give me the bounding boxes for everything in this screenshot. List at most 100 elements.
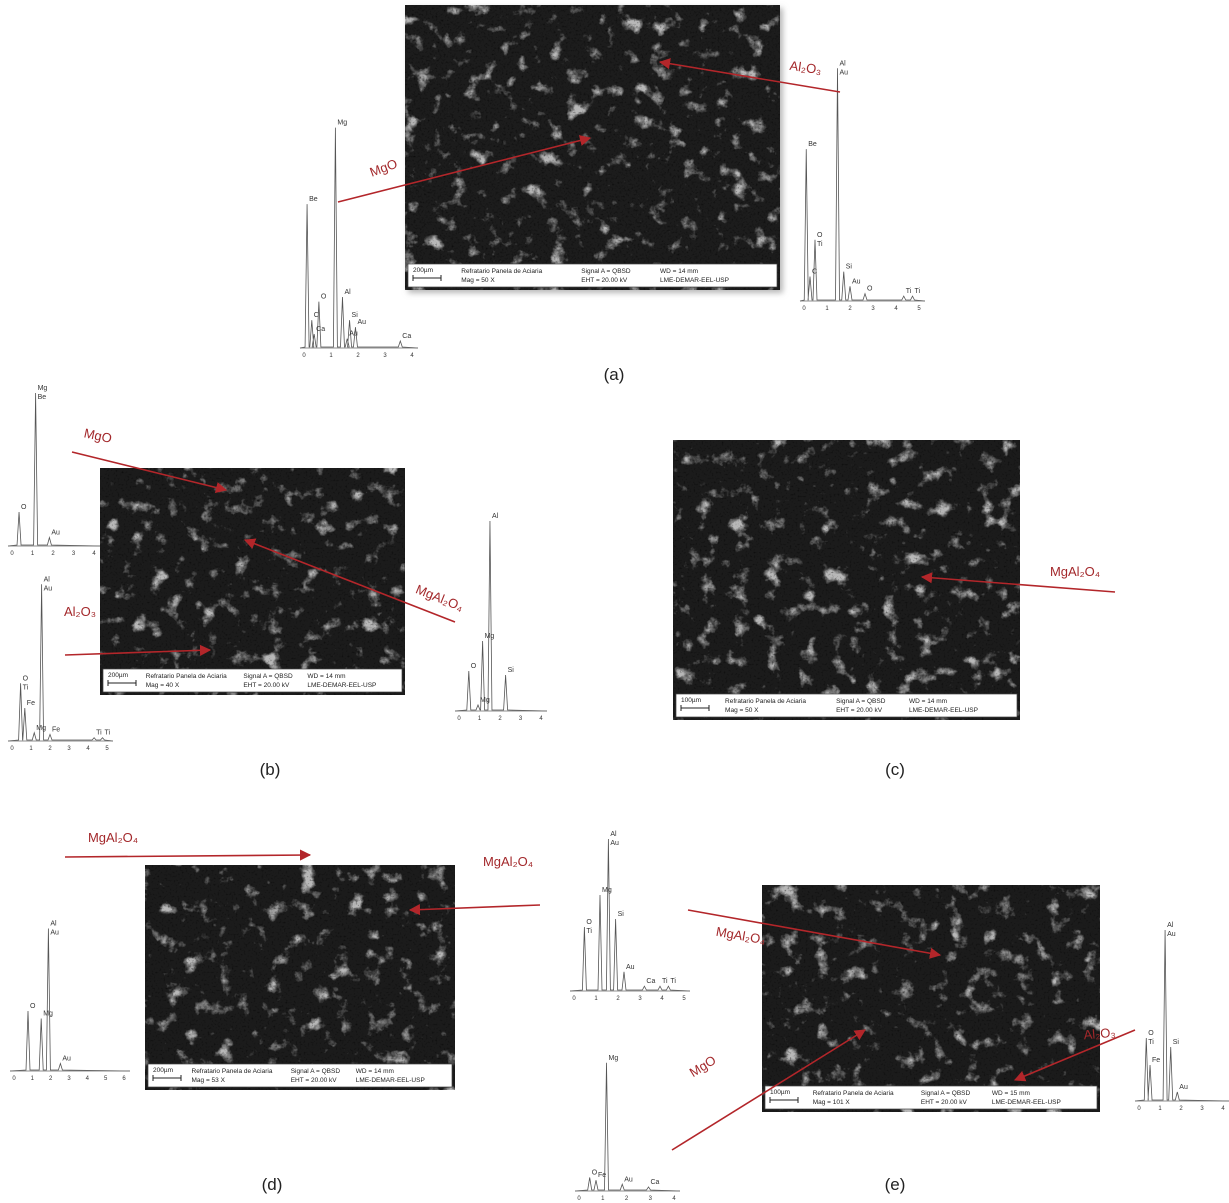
eds-spectrum: AlAuOTiFeMgFeTiTi012345 bbox=[8, 576, 113, 752]
peak-label: Au bbox=[51, 530, 60, 537]
peak-label: Ti bbox=[906, 288, 912, 295]
info-text: WD = 14 mm bbox=[356, 1068, 394, 1075]
axis-label: 3 bbox=[649, 1196, 653, 1202]
peak-label: Ti bbox=[105, 730, 111, 737]
arrow-label: Al₂O₃ bbox=[1083, 1025, 1116, 1043]
axis-label: 3 bbox=[1200, 1106, 1204, 1112]
peak-label: Mg bbox=[609, 1055, 619, 1062]
arrow-label: MgAl₂O₄ bbox=[1050, 564, 1100, 579]
info-text: Refratario Panela de Aciaria bbox=[192, 1068, 273, 1075]
eds-spectrum: AlMgOSiMg01234 bbox=[455, 513, 547, 722]
image-speckle bbox=[405, 5, 780, 290]
peak-label: Au bbox=[626, 964, 635, 971]
eds-spectrum: AlAuBeOTiCSiAuOTiTi012345 bbox=[800, 60, 925, 312]
axis-label: 5 bbox=[105, 746, 109, 752]
axis-label: 5 bbox=[917, 306, 921, 312]
info-text: Mag = 101 X bbox=[813, 1099, 851, 1106]
axis-label: 3 bbox=[72, 551, 76, 557]
axis-label: 4 bbox=[92, 551, 96, 557]
axis-label: 3 bbox=[67, 1076, 71, 1082]
peak-label: Au bbox=[62, 1056, 71, 1063]
axis-label: 0 bbox=[802, 306, 806, 312]
panel-label: (c) bbox=[885, 760, 905, 779]
peak-label: Mg bbox=[43, 1011, 53, 1018]
peak-label: O bbox=[21, 504, 27, 511]
axis-label: 1 bbox=[31, 551, 35, 557]
axis-label: 4 bbox=[410, 353, 414, 359]
axis-label: 4 bbox=[894, 306, 898, 312]
axis-label: 2 bbox=[356, 353, 360, 359]
info-text: EHT = 20.00 kV bbox=[243, 682, 290, 689]
arrow-label: Al₂O₃ bbox=[64, 604, 96, 619]
peak-label: Au bbox=[610, 840, 619, 847]
peak-label: Ti bbox=[586, 928, 592, 935]
scale-label: 200µm bbox=[413, 267, 433, 274]
axis-label: 1 bbox=[825, 306, 829, 312]
axis-label: 3 bbox=[383, 353, 387, 359]
peak-label: Be bbox=[38, 394, 47, 401]
peak-label: Be bbox=[309, 196, 318, 203]
info-text: Signal A = QBSD bbox=[243, 673, 293, 680]
peak-label: O bbox=[321, 294, 327, 301]
axis-label: 0 bbox=[302, 353, 306, 359]
info-text: WD = 14 mm bbox=[909, 698, 947, 705]
arrow-label: MgAl₂O₄ bbox=[715, 924, 767, 947]
axis-label: 2 bbox=[49, 1076, 53, 1082]
peak-label: Ca bbox=[646, 978, 655, 985]
info-text: Signal A = QBSD bbox=[291, 1068, 341, 1075]
info-text: LME-DEMAR-EEL-USP bbox=[356, 1077, 425, 1084]
sem-image: 100µmRefratario Panela de AciariaMag = 1… bbox=[762, 885, 1100, 1112]
peak-label: Fe bbox=[52, 726, 60, 733]
peak-label: Fe bbox=[598, 1172, 606, 1179]
peak-label: Al bbox=[1167, 922, 1174, 929]
peak-label: Fe bbox=[27, 700, 35, 707]
axis-label: 1 bbox=[29, 746, 33, 752]
axis-label: 4 bbox=[672, 1196, 676, 1202]
peak-label: Be bbox=[808, 141, 817, 148]
peak-label: Si bbox=[846, 264, 853, 271]
peak-label: O bbox=[586, 919, 592, 926]
peak-label: Au bbox=[852, 278, 861, 285]
axis-label: 4 bbox=[86, 1076, 90, 1082]
axis-label: 3 bbox=[871, 306, 875, 312]
scale-label: 200µm bbox=[153, 1067, 173, 1074]
peak-label: Ca bbox=[402, 333, 411, 340]
axis-label: 2 bbox=[616, 996, 620, 1002]
info-text: LME-DEMAR-EEL-USP bbox=[307, 682, 376, 689]
spectrum-line bbox=[10, 929, 130, 1072]
arrow-label: MgAl₂O₄ bbox=[88, 830, 138, 845]
peak-label: Au bbox=[624, 1176, 633, 1183]
peak-label: Al bbox=[44, 576, 51, 583]
arrow-label: MgAl₂O₄ bbox=[483, 854, 533, 869]
axis-label: 6 bbox=[122, 1076, 126, 1082]
axis-label: 1 bbox=[329, 353, 333, 359]
axis-label: 3 bbox=[519, 716, 523, 722]
panel-label: (b) bbox=[260, 760, 281, 779]
peak-label: Ti bbox=[915, 288, 921, 295]
peak-label: Fe bbox=[1152, 1057, 1160, 1064]
peak-label: Au bbox=[1167, 931, 1176, 938]
info-text: WD = 14 mm bbox=[660, 268, 698, 275]
info-text: Signal A = QBSD bbox=[581, 268, 631, 275]
axis-label: 0 bbox=[10, 746, 14, 752]
info-text: Refratario Panela de Aciaria bbox=[813, 1090, 894, 1097]
peak-label: Si bbox=[1173, 1039, 1180, 1046]
panel-label: (a) bbox=[604, 365, 625, 384]
info-text: Mag = 50 X bbox=[461, 277, 495, 284]
panel-label: (d) bbox=[262, 1175, 283, 1194]
peak-label: Ca bbox=[651, 1179, 660, 1186]
peak-label: Au bbox=[1179, 1084, 1188, 1091]
peak-label: Si bbox=[508, 667, 515, 674]
peak-label: Al bbox=[344, 289, 351, 296]
panel-label: (e) bbox=[885, 1175, 906, 1194]
axis-label: 3 bbox=[638, 996, 642, 1002]
info-text: LME-DEMAR-EEL-USP bbox=[909, 707, 978, 714]
axis-label: 0 bbox=[572, 996, 576, 1002]
peak-label: Au bbox=[357, 319, 366, 326]
axis-label: 0 bbox=[12, 1076, 16, 1082]
